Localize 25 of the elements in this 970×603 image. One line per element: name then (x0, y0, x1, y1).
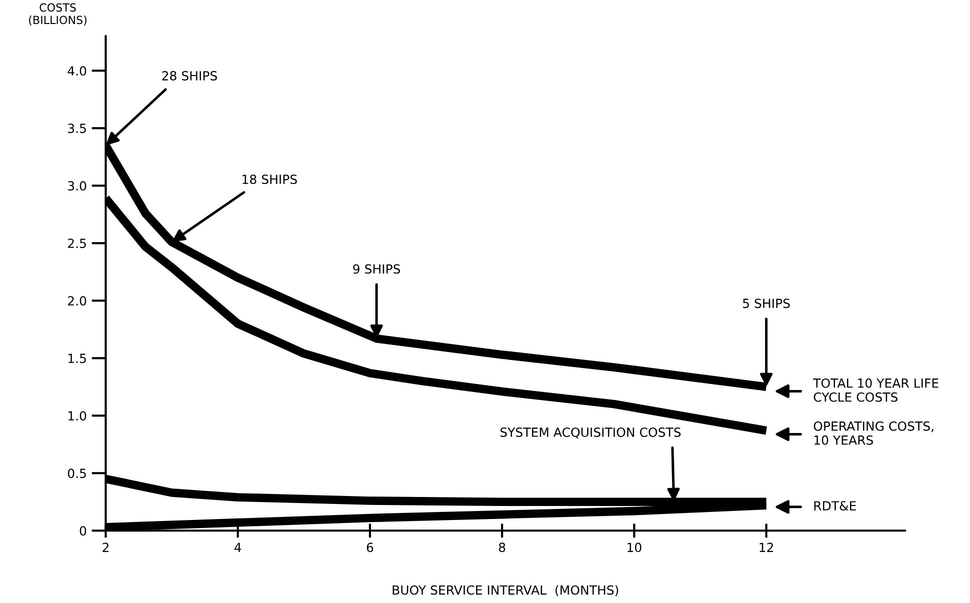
x-tick-label: 12 (760, 542, 773, 552)
y-tick-label: 2.0 (68, 296, 86, 306)
x-tick-label: 8 (498, 542, 506, 552)
x-tick-label: 4 (234, 542, 242, 552)
y-tick-label: 0 (80, 526, 86, 536)
y-tick-label: 2.5 (68, 238, 86, 248)
annotation: 9 SHIPS (353, 264, 400, 274)
annotation: TOTAL 10 YEAR LIFE CYCLE COSTS (813, 378, 938, 402)
y-tick-label: 4.0 (68, 66, 86, 76)
y-tick-label: 3.5 (68, 124, 86, 134)
annotation: 28 SHIPS (162, 71, 217, 80)
y-axis-title: COSTS (BILLIONS) (29, 3, 86, 26)
y-tick-label: 1.5 (68, 354, 86, 364)
y-tick-label: 1.0 (68, 411, 86, 421)
x-axis-title: BUOY SERVICE INTERVAL (MONTHS) (392, 585, 618, 596)
x-tick-label: 2 (102, 542, 108, 552)
annotation: RDT&E (814, 501, 856, 511)
annotation: SYSTEM ACQUISITION COSTS (500, 428, 681, 438)
x-tick-label: 10 (628, 542, 642, 552)
y-tick-label: 3.0 (68, 181, 86, 191)
y-tick-label: 0.5 (68, 468, 86, 478)
x-tick-label: 6 (366, 542, 374, 552)
annotation: 5 SHIPS (743, 298, 790, 308)
annotation: 18 SHIPS (242, 174, 297, 184)
annotation: OPERATING COSTS, 10 YEARS (814, 421, 934, 445)
